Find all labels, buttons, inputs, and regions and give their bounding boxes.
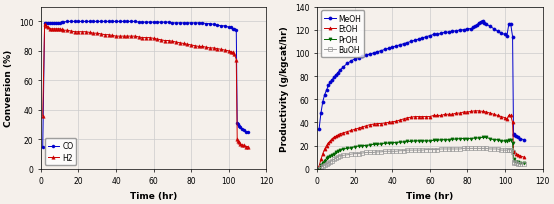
CO xyxy=(165,22,172,24)
MeOH xyxy=(332,74,339,77)
BuOH xyxy=(460,147,467,150)
EtOH xyxy=(511,151,518,154)
MeOH xyxy=(479,20,486,23)
EtOH xyxy=(521,156,527,159)
PrOH xyxy=(370,143,377,146)
PrOH xyxy=(479,136,486,139)
PrOH xyxy=(401,141,407,144)
BuOH xyxy=(355,153,362,155)
Line: BuOH: BuOH xyxy=(317,147,525,170)
CO xyxy=(169,22,176,25)
CO xyxy=(244,131,251,133)
MeOH xyxy=(316,129,322,131)
Y-axis label: Conversion (%): Conversion (%) xyxy=(4,50,13,127)
PrOH xyxy=(521,162,527,164)
CO xyxy=(39,146,46,148)
Line: H2: H2 xyxy=(41,23,249,149)
Legend: CO, H2: CO, H2 xyxy=(45,139,76,165)
Line: EtOH: EtOH xyxy=(317,110,525,168)
BuOH xyxy=(370,151,377,154)
CO xyxy=(83,21,89,23)
X-axis label: Time (hr): Time (hr) xyxy=(130,191,177,200)
CO xyxy=(64,21,70,23)
H2 xyxy=(222,50,228,52)
H2 xyxy=(235,140,242,142)
CO xyxy=(128,21,135,23)
EtOH xyxy=(355,127,362,130)
BuOH xyxy=(521,163,527,165)
MeOH xyxy=(374,51,381,54)
H2 xyxy=(192,45,198,48)
MeOH xyxy=(438,33,444,35)
Line: PrOH: PrOH xyxy=(317,136,525,170)
PrOH xyxy=(511,160,518,162)
CO xyxy=(79,21,85,23)
MeOH xyxy=(355,57,362,60)
BuOH xyxy=(316,168,322,170)
EtOH xyxy=(370,123,377,126)
PrOH xyxy=(355,145,362,147)
Line: MeOH: MeOH xyxy=(317,20,525,142)
PrOH xyxy=(325,156,332,159)
PrOH xyxy=(316,168,322,170)
BuOH xyxy=(490,148,497,151)
H2 xyxy=(42,24,48,27)
EtOH xyxy=(401,118,407,121)
MeOH xyxy=(502,34,509,37)
CO xyxy=(235,124,242,126)
Line: CO: CO xyxy=(41,21,249,148)
Y-axis label: Productivity (g/kgcat/hr): Productivity (g/kgcat/hr) xyxy=(280,26,290,151)
X-axis label: Time (hr): Time (hr) xyxy=(406,191,454,200)
H2 xyxy=(236,141,243,144)
H2 xyxy=(203,47,209,49)
BuOH xyxy=(511,162,518,164)
MeOH xyxy=(504,35,510,38)
EtOH xyxy=(316,165,322,168)
H2 xyxy=(244,146,251,148)
BuOH xyxy=(325,162,332,164)
H2 xyxy=(39,115,46,117)
H2 xyxy=(242,146,249,148)
H2 xyxy=(234,138,240,141)
BuOH xyxy=(401,150,407,152)
PrOH xyxy=(490,139,497,141)
MeOH xyxy=(521,139,527,141)
EtOH xyxy=(490,113,497,116)
EtOH xyxy=(325,142,332,145)
Legend: MeOH, EtOH, PrOH, BuOH: MeOH, EtOH, PrOH, BuOH xyxy=(321,11,365,58)
EtOH xyxy=(471,110,478,112)
